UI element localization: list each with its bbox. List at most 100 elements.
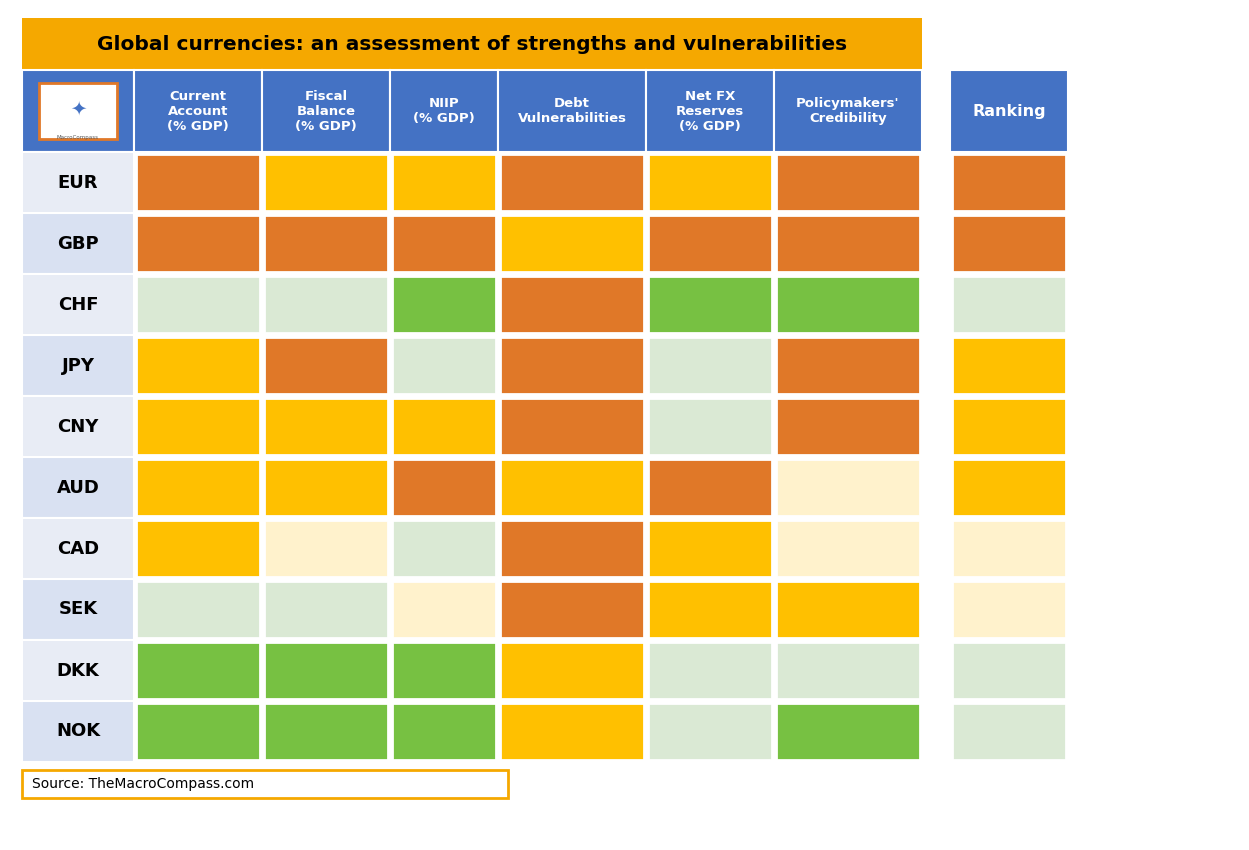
- Text: JPY: JPY: [61, 356, 95, 375]
- FancyBboxPatch shape: [952, 703, 1065, 760]
- FancyBboxPatch shape: [392, 581, 496, 638]
- FancyBboxPatch shape: [390, 70, 498, 152]
- FancyBboxPatch shape: [264, 581, 388, 638]
- Text: CHF: CHF: [57, 296, 99, 314]
- Text: SEK: SEK: [59, 600, 97, 619]
- FancyBboxPatch shape: [648, 337, 772, 394]
- FancyBboxPatch shape: [952, 520, 1065, 577]
- FancyBboxPatch shape: [264, 642, 388, 699]
- FancyBboxPatch shape: [648, 398, 772, 455]
- FancyBboxPatch shape: [22, 770, 508, 798]
- FancyBboxPatch shape: [500, 337, 644, 394]
- FancyBboxPatch shape: [776, 459, 921, 516]
- FancyBboxPatch shape: [500, 215, 644, 272]
- FancyBboxPatch shape: [392, 459, 496, 516]
- FancyBboxPatch shape: [264, 459, 388, 516]
- FancyBboxPatch shape: [264, 154, 388, 211]
- FancyBboxPatch shape: [136, 581, 260, 638]
- FancyBboxPatch shape: [776, 520, 921, 577]
- FancyBboxPatch shape: [22, 70, 134, 152]
- Text: CAD: CAD: [57, 540, 99, 558]
- Text: AUD: AUD: [56, 479, 100, 496]
- FancyBboxPatch shape: [952, 276, 1065, 333]
- FancyBboxPatch shape: [136, 520, 260, 577]
- FancyBboxPatch shape: [22, 152, 134, 213]
- FancyBboxPatch shape: [500, 459, 644, 516]
- FancyBboxPatch shape: [22, 457, 134, 518]
- FancyBboxPatch shape: [22, 274, 134, 335]
- FancyBboxPatch shape: [22, 396, 134, 457]
- FancyBboxPatch shape: [952, 337, 1065, 394]
- FancyBboxPatch shape: [776, 642, 921, 699]
- FancyBboxPatch shape: [134, 70, 262, 152]
- Text: Fiscal
Balance
(% GDP): Fiscal Balance (% GDP): [295, 89, 357, 133]
- Text: MacroCompass: MacroCompass: [57, 135, 99, 139]
- FancyBboxPatch shape: [264, 703, 388, 760]
- FancyBboxPatch shape: [264, 337, 388, 394]
- FancyBboxPatch shape: [500, 642, 644, 699]
- FancyBboxPatch shape: [22, 518, 134, 579]
- FancyBboxPatch shape: [392, 703, 496, 760]
- FancyBboxPatch shape: [648, 642, 772, 699]
- FancyBboxPatch shape: [776, 215, 921, 272]
- Text: ✦: ✦: [70, 99, 86, 119]
- FancyBboxPatch shape: [952, 459, 1065, 516]
- FancyBboxPatch shape: [648, 520, 772, 577]
- FancyBboxPatch shape: [776, 398, 921, 455]
- FancyBboxPatch shape: [776, 337, 921, 394]
- Text: GBP: GBP: [57, 235, 99, 252]
- FancyBboxPatch shape: [136, 276, 260, 333]
- Text: Source: TheMacroCompass.com: Source: TheMacroCompass.com: [32, 777, 254, 791]
- FancyBboxPatch shape: [776, 581, 921, 638]
- Text: Global currencies: an assessment of strengths and vulnerabilities: Global currencies: an assessment of stre…: [97, 35, 847, 54]
- FancyBboxPatch shape: [39, 83, 117, 139]
- FancyBboxPatch shape: [136, 398, 260, 455]
- FancyBboxPatch shape: [136, 154, 260, 211]
- FancyBboxPatch shape: [500, 398, 644, 455]
- FancyBboxPatch shape: [22, 335, 134, 396]
- FancyBboxPatch shape: [500, 276, 644, 333]
- Text: Current
Account
(% GDP): Current Account (% GDP): [167, 89, 229, 133]
- FancyBboxPatch shape: [264, 215, 388, 272]
- Text: CNY: CNY: [57, 417, 99, 435]
- Text: Policymakers'
Credibility: Policymakers' Credibility: [797, 97, 899, 125]
- FancyBboxPatch shape: [264, 276, 388, 333]
- FancyBboxPatch shape: [950, 70, 1068, 152]
- FancyBboxPatch shape: [648, 215, 772, 272]
- FancyBboxPatch shape: [136, 459, 260, 516]
- Text: Debt
Vulnerabilities: Debt Vulnerabilities: [517, 97, 627, 125]
- FancyBboxPatch shape: [392, 337, 496, 394]
- FancyBboxPatch shape: [22, 18, 922, 70]
- FancyBboxPatch shape: [776, 276, 921, 333]
- FancyBboxPatch shape: [500, 520, 644, 577]
- FancyBboxPatch shape: [500, 154, 644, 211]
- FancyBboxPatch shape: [22, 640, 134, 701]
- FancyBboxPatch shape: [776, 703, 921, 760]
- FancyBboxPatch shape: [500, 581, 644, 638]
- FancyBboxPatch shape: [776, 154, 921, 211]
- FancyBboxPatch shape: [648, 154, 772, 211]
- Text: Net FX
Reserves
(% GDP): Net FX Reserves (% GDP): [676, 89, 744, 133]
- FancyBboxPatch shape: [136, 215, 260, 272]
- FancyBboxPatch shape: [392, 215, 496, 272]
- FancyBboxPatch shape: [264, 520, 388, 577]
- Text: DKK: DKK: [56, 661, 100, 679]
- FancyBboxPatch shape: [262, 70, 390, 152]
- FancyBboxPatch shape: [136, 337, 260, 394]
- FancyBboxPatch shape: [22, 701, 134, 762]
- FancyBboxPatch shape: [392, 276, 496, 333]
- FancyBboxPatch shape: [648, 581, 772, 638]
- FancyBboxPatch shape: [952, 642, 1065, 699]
- FancyBboxPatch shape: [498, 70, 646, 152]
- FancyBboxPatch shape: [952, 398, 1065, 455]
- Text: EUR: EUR: [57, 173, 99, 191]
- FancyBboxPatch shape: [648, 703, 772, 760]
- FancyBboxPatch shape: [646, 70, 774, 152]
- FancyBboxPatch shape: [392, 398, 496, 455]
- FancyBboxPatch shape: [264, 398, 388, 455]
- FancyBboxPatch shape: [22, 579, 134, 640]
- FancyBboxPatch shape: [392, 520, 496, 577]
- FancyBboxPatch shape: [648, 459, 772, 516]
- FancyBboxPatch shape: [648, 276, 772, 333]
- FancyBboxPatch shape: [136, 703, 260, 760]
